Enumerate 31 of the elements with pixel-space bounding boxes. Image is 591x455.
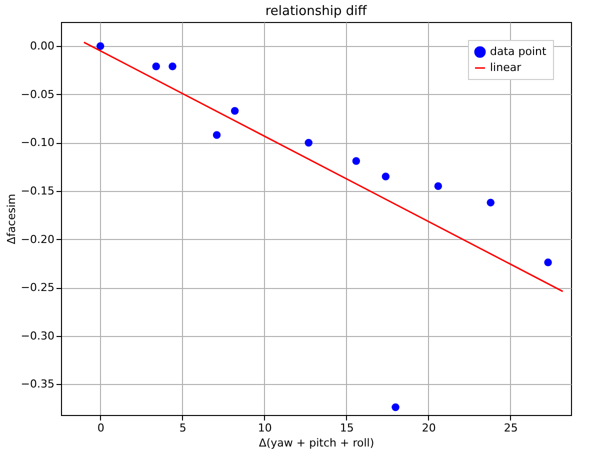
point xyxy=(230,106,239,115)
y-axis-title: Δfacesim xyxy=(4,194,18,244)
y-tick-label: −0.30 xyxy=(20,329,54,342)
y-tick-label: −0.25 xyxy=(20,281,54,294)
x-tick-label: 0 xyxy=(97,422,104,434)
point xyxy=(352,157,360,165)
point xyxy=(544,258,552,266)
y-tick-label: −0.35 xyxy=(20,378,54,391)
point xyxy=(212,131,221,139)
y-tick-label: 0.00 xyxy=(30,40,54,53)
y-tick-label: −0.15 xyxy=(20,184,54,198)
x-tick-label: 5 xyxy=(179,422,186,434)
legend-label: data point xyxy=(490,45,548,58)
point xyxy=(392,403,400,412)
point xyxy=(304,138,312,147)
y-tick-label: −0.10 xyxy=(20,136,54,150)
x-axis-title: Δ(yaw + pitch + roll) xyxy=(258,436,374,450)
x-tick-label: 10 xyxy=(258,422,272,434)
legend-label: linear xyxy=(490,61,522,74)
x-tick-label: 15 xyxy=(340,422,354,434)
point xyxy=(96,42,104,50)
point xyxy=(382,172,390,180)
chart-title: relationship diff xyxy=(265,4,368,19)
point xyxy=(486,198,495,206)
x-tick-label: 25 xyxy=(504,422,518,434)
y-tick-label: −0.20 xyxy=(20,232,54,246)
y-tick-label: −0.05 xyxy=(20,88,54,101)
point xyxy=(168,62,176,70)
point xyxy=(434,182,442,190)
x-tick-label: 20 xyxy=(422,422,436,434)
point xyxy=(152,62,160,70)
